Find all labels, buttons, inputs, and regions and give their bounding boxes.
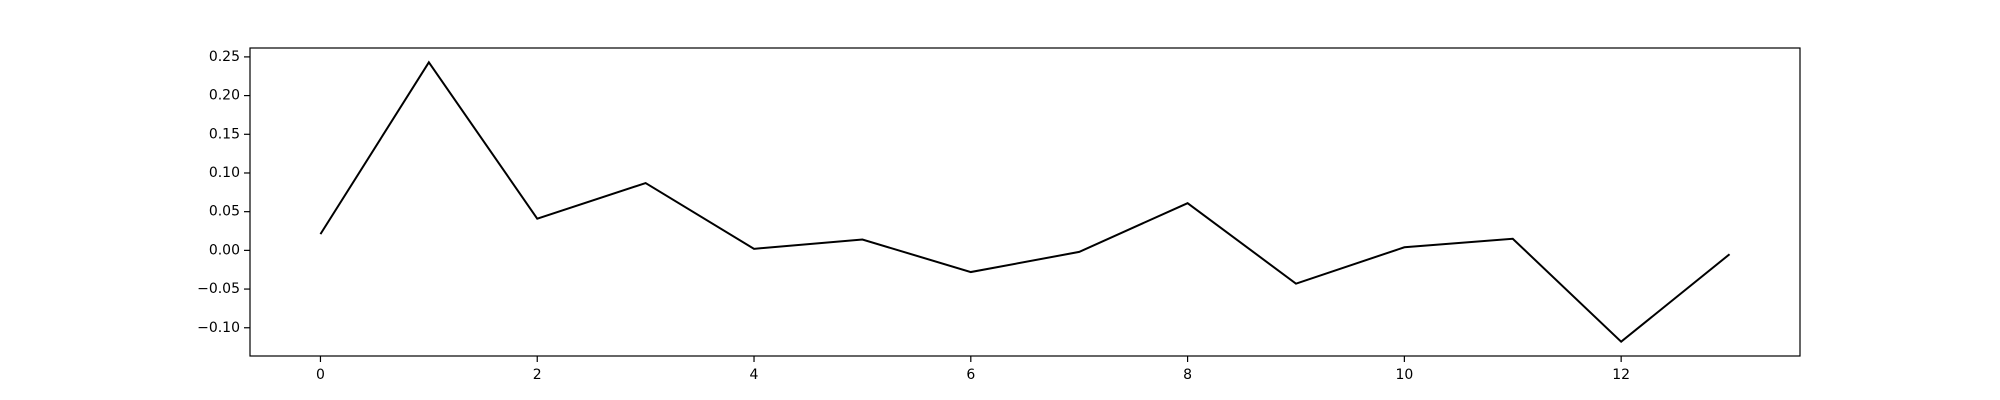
y-tick-label: 0.05 <box>209 204 240 220</box>
y-tick-label: 0.25 <box>209 49 240 65</box>
x-tick-label: 8 <box>1183 367 1192 383</box>
y-tick-label: 0.15 <box>209 126 240 142</box>
plot-area <box>249 47 1801 357</box>
x-tick-label: 0 <box>316 367 325 383</box>
x-tick-label: 10 <box>1395 367 1413 383</box>
y-tick-label: −0.10 <box>197 320 240 336</box>
y-tick-label: 0.00 <box>209 242 240 258</box>
x-axis: 0 2 4 6 8 10 12 <box>316 356 1630 383</box>
y-tick-label: 0.10 <box>209 165 240 181</box>
y-axis: −0.10 −0.05 0.00 0.05 0.10 0.15 0.20 0.25 <box>197 49 250 336</box>
x-tick-label: 4 <box>750 367 759 383</box>
x-tick-label: 6 <box>966 367 975 383</box>
x-tick-label: 12 <box>1612 367 1630 383</box>
x-tick-label: 2 <box>533 367 542 383</box>
y-tick-label: 0.20 <box>209 88 240 104</box>
y-tick-label: −0.05 <box>197 281 240 297</box>
series-layer <box>319 60 1731 344</box>
series-line <box>319 60 1731 344</box>
